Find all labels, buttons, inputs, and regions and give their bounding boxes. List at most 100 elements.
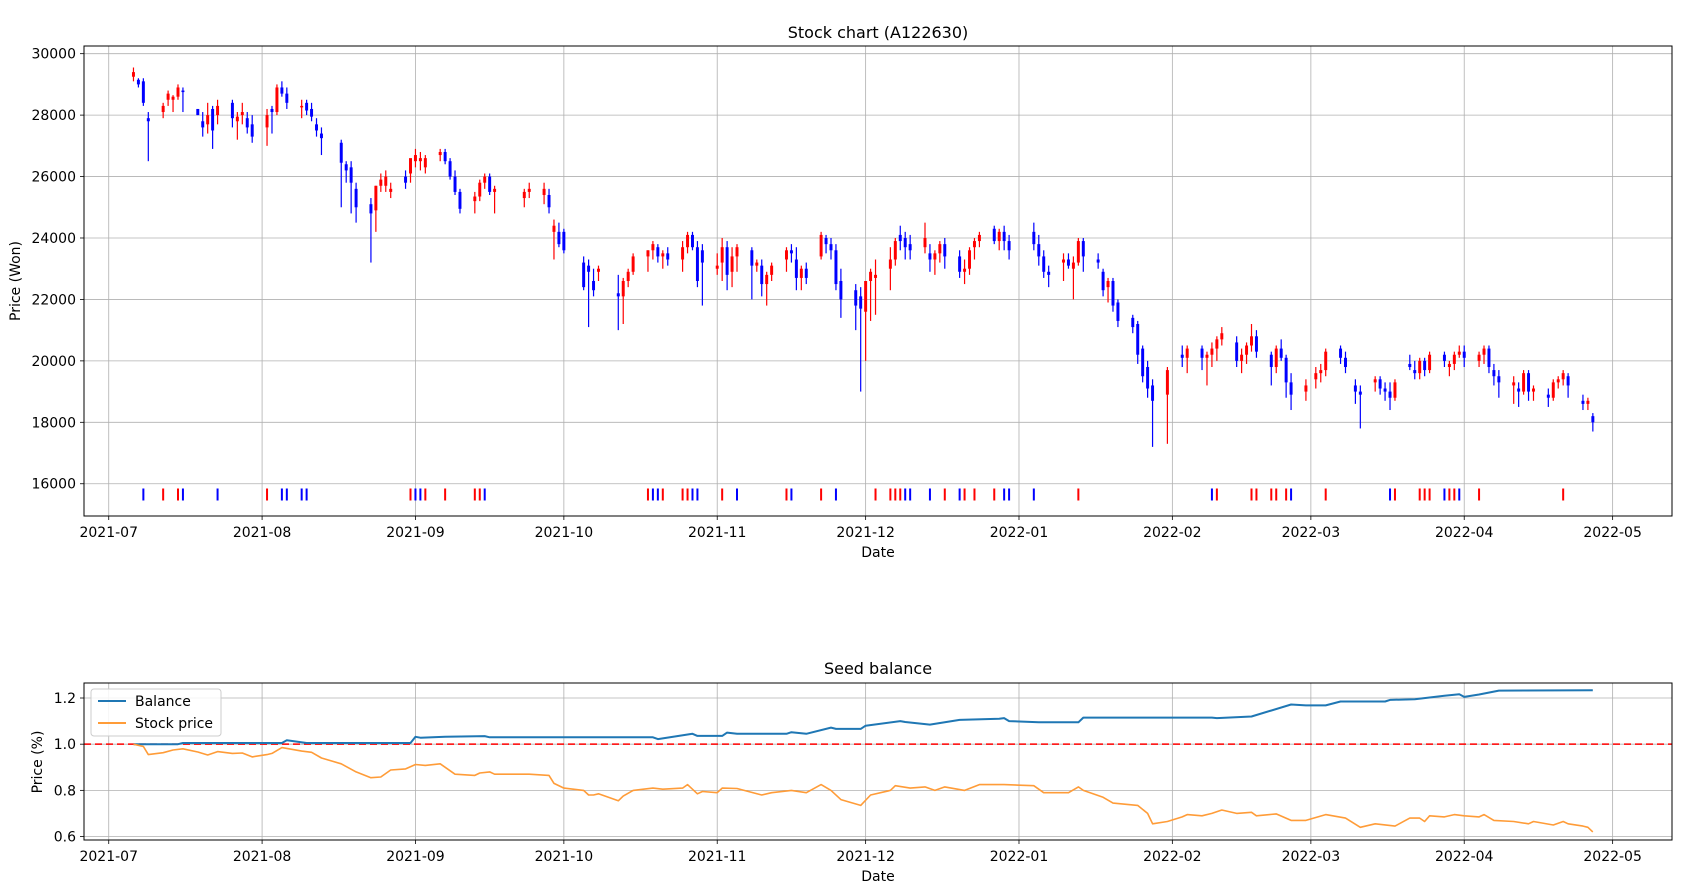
legend-balance-label: Balance <box>135 694 191 710</box>
candle-body <box>1131 317 1135 328</box>
x-tick-label: 2022-05 <box>1583 849 1642 865</box>
candle-body <box>448 161 452 177</box>
candle-body <box>1452 354 1456 364</box>
stock-chart-y-label: Price (Won) <box>8 241 24 321</box>
candle-body <box>478 182 482 197</box>
candle-body <box>1492 370 1496 377</box>
candle-body <box>146 118 150 122</box>
x-tick-label: 2022-03 <box>1282 525 1341 541</box>
candle-body <box>1210 348 1214 355</box>
candle-body <box>992 228 996 242</box>
candle-body <box>1066 259 1070 266</box>
candle-body <box>928 253 932 260</box>
candle-body <box>631 256 635 272</box>
candle-body <box>136 79 140 85</box>
candle-body <box>166 93 170 100</box>
candle-body <box>1200 348 1204 358</box>
candle-body <box>646 250 650 257</box>
candle-body <box>963 268 967 272</box>
trade-signal-markers <box>142 488 1565 501</box>
candle-body <box>379 179 383 186</box>
x-tick-label: 2021-11 <box>688 525 747 541</box>
candle-body <box>176 87 180 97</box>
y-tick-label: 20000 <box>31 354 76 370</box>
candle-body <box>1447 363 1451 368</box>
candle-body <box>755 262 759 266</box>
candle-body <box>730 256 734 272</box>
candle-body <box>315 124 318 131</box>
candle-body <box>923 237 927 248</box>
candle-body <box>344 164 348 171</box>
candle-body <box>750 250 754 266</box>
candle-body <box>1591 416 1595 423</box>
candle-body <box>933 253 937 260</box>
seed-balance-chart: Seed balance 2021-07 2021-08 2021-09 2021-1… <box>30 659 1673 885</box>
candle-body <box>196 108 200 116</box>
x-tick-label: 2021-12 <box>836 849 895 865</box>
candle-body <box>651 244 655 251</box>
candle-body <box>1324 351 1328 371</box>
candle-body <box>1462 351 1466 358</box>
y-tick-label: 28000 <box>31 108 76 124</box>
candle-body <box>349 167 353 183</box>
x-tick-label: 2021-10 <box>535 849 594 865</box>
candle-body <box>656 247 660 257</box>
y-tick-label: 1.2 <box>54 691 76 707</box>
y-tick-label: 1.0 <box>54 737 76 753</box>
y-tick-label: 0.6 <box>54 830 76 846</box>
candle-body <box>1205 354 1209 358</box>
candle-body <box>1250 336 1253 346</box>
candle-body <box>562 231 566 251</box>
candle-body <box>1141 348 1145 377</box>
y-tick-label: 30000 <box>31 47 76 63</box>
candle-body <box>1284 357 1288 383</box>
candle-body <box>720 247 724 263</box>
candle-body <box>621 281 625 297</box>
stock-price-line <box>133 743 1594 833</box>
x-tick-label: 2021-07 <box>79 525 138 541</box>
candle-body <box>1081 241 1085 257</box>
y-tick-label: 24000 <box>31 231 76 247</box>
candle-body <box>206 115 210 125</box>
x-tick-label: 2022-01 <box>990 525 1049 541</box>
x-tick-label: 2021-09 <box>386 849 445 865</box>
candle-body <box>1457 351 1461 355</box>
x-tick-label: 2021-10 <box>535 525 594 541</box>
candle-body <box>691 234 694 248</box>
candle-body <box>522 191 526 199</box>
candle-body <box>141 81 145 103</box>
candle-body <box>265 115 269 128</box>
candle-body <box>587 265 591 272</box>
candle-body <box>310 108 314 117</box>
stock-chart: Stock chart (A122630) 2021-07 2021-08 2021… <box>8 23 1673 561</box>
seed-balance-y-ticks: 0.6 0.8 1.0 1.2 <box>54 691 84 846</box>
candle-body <box>1180 354 1184 358</box>
x-tick-label: 2021-09 <box>386 525 445 541</box>
candle-body <box>1353 385 1357 392</box>
stock-chart-y-ticks: 16000 18000 20000 22000 24000 26000 28000 30000 <box>31 47 84 493</box>
candle-body <box>1566 376 1570 386</box>
candle-body <box>216 105 220 116</box>
candle-body <box>735 247 739 257</box>
candle-body <box>171 96 175 100</box>
candle-body <box>898 234 902 242</box>
candle-body <box>1106 281 1110 288</box>
candle-body <box>1393 382 1397 398</box>
candle-body <box>557 231 561 245</box>
candle-body <box>1556 379 1560 383</box>
candle-body <box>972 241 976 248</box>
candle-body <box>1418 360 1422 374</box>
candle-body <box>1581 400 1585 404</box>
legend-stock-price-label: Stock price <box>135 716 213 732</box>
candle-body <box>770 265 774 275</box>
candle-body <box>1423 360 1427 371</box>
candle-body <box>1096 259 1100 263</box>
candle-body <box>661 253 665 257</box>
candle-body <box>285 93 289 103</box>
candle-body <box>943 244 947 257</box>
candle-body <box>1487 348 1491 368</box>
candle-body <box>968 250 972 269</box>
candle-body <box>893 241 897 260</box>
candle-body <box>765 274 769 285</box>
candle-body <box>1002 231 1006 242</box>
